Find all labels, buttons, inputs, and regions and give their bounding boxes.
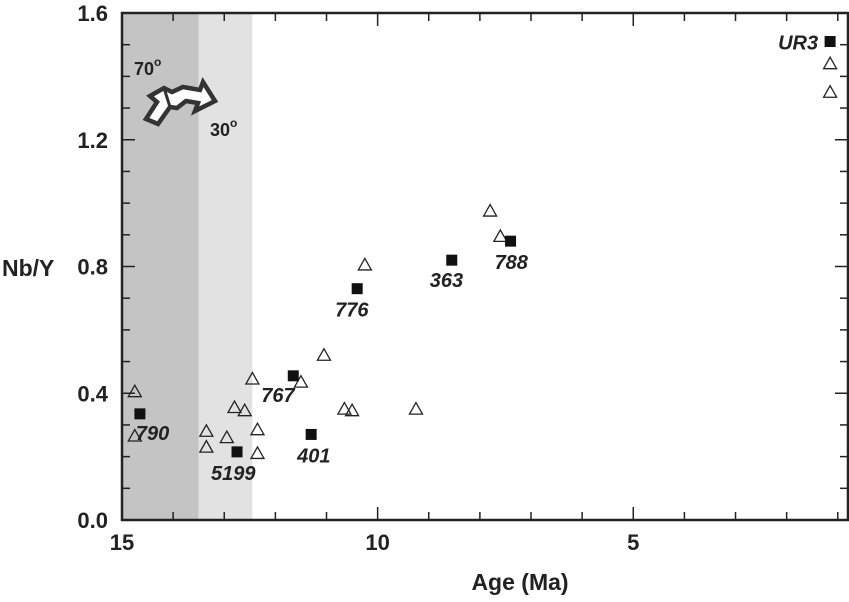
triangle-point [244, 371, 260, 385]
point-label: 401 [296, 445, 330, 467]
triangle-point [482, 203, 498, 217]
data-points [127, 36, 838, 460]
triangle-point [127, 428, 143, 442]
triangle-point [316, 347, 332, 361]
point-label: 5199 [211, 463, 256, 485]
point-label: 790 [136, 423, 169, 445]
triangle-point [336, 401, 353, 415]
tick-labels: 15 10 5 0.0 0.4 0.8 1.2 1.6 [77, 1, 639, 555]
triangle-point [237, 402, 253, 417]
angle-label-70: 70o [134, 55, 161, 79]
y-tick-label: 1.2 [77, 128, 108, 153]
square-point [824, 36, 836, 48]
triangle-point [127, 383, 143, 398]
point-label: UR3 [778, 33, 818, 55]
y-tick-label: 0.8 [77, 255, 108, 280]
square-point [351, 283, 363, 295]
y-tick-label: 1.6 [77, 1, 108, 26]
x-tick-label: 15 [110, 530, 134, 555]
square-point [231, 446, 243, 458]
triangle-point [198, 439, 214, 453]
point-label: 788 [495, 252, 529, 274]
y-tick-label: 0.0 [77, 508, 108, 533]
angle-label-30: 30o [210, 116, 237, 140]
x-tick-label: 10 [365, 530, 389, 555]
triangle-point [249, 421, 266, 436]
triangle-point [492, 228, 508, 243]
square-point [287, 370, 299, 382]
triangle-point [249, 445, 266, 460]
square-point [446, 254, 458, 266]
triangle-point [344, 402, 360, 417]
triangle-point [822, 55, 838, 70]
triangle-point [822, 84, 838, 98]
x-tick-label: 5 [627, 530, 639, 555]
square-point [505, 235, 517, 247]
triangle-point [357, 257, 373, 271]
point-label: 767 [261, 385, 295, 407]
rotation-arrow-icon [142, 76, 219, 127]
triangle-point [219, 429, 235, 444]
triangle-point [293, 374, 309, 388]
square-point [134, 408, 146, 420]
rotation-arrow-annotation: 70o 30o [134, 55, 237, 140]
rotation-arrow-fold [162, 87, 172, 108]
square-point [305, 428, 317, 440]
plot-frame [120, 11, 849, 522]
point-labels: 790 5199 767 401 776 363 788 UR3 [136, 33, 818, 485]
triangle-point [408, 401, 424, 415]
y-axis-title: Nb/Y [2, 255, 54, 281]
point-label: 363 [430, 270, 463, 292]
point-label: 776 [335, 300, 369, 322]
y-tick-label: 0.4 [77, 381, 108, 406]
triangle-point [226, 399, 243, 414]
triangle-point [198, 423, 214, 437]
x-axis-title: Age (Ma) [471, 569, 568, 595]
